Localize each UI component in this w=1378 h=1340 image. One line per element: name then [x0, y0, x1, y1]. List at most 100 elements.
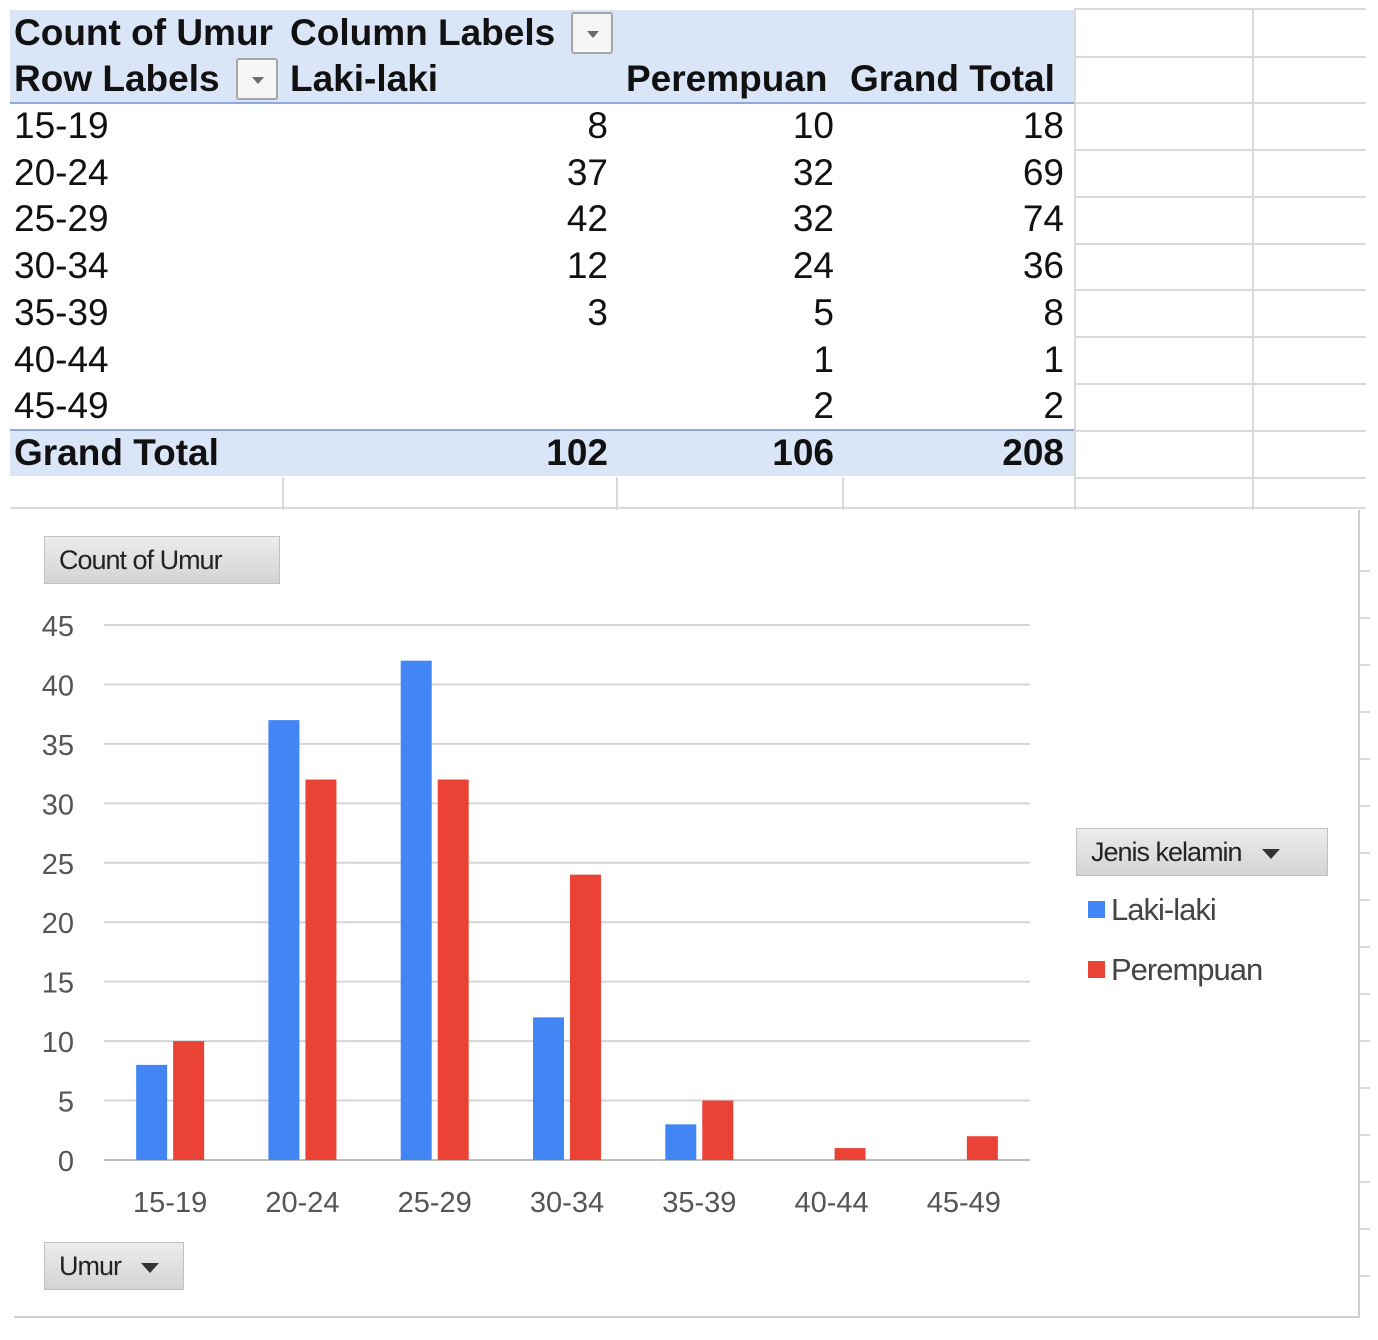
sheet-row-gridline — [1074, 196, 1366, 198]
pivot-row-label: 30-34 — [14, 245, 109, 286]
y-tick-label: 30 — [42, 789, 74, 821]
pivot-cell-laki — [410, 383, 608, 429]
sheet-row-gridline — [1074, 383, 1366, 385]
sheet-column-gridline — [1252, 8, 1254, 510]
pivot-cell-perempuan: 2 — [813, 385, 834, 426]
pivot-column-labels-header: Column Labels — [290, 12, 556, 53]
pivot-cell-perempuan: 32 — [792, 152, 834, 193]
bar-laki — [136, 1064, 168, 1160]
sheet-row-gridline — [1360, 570, 1370, 572]
pivot-cell-perempuan: 32 — [792, 198, 834, 239]
pivot-cell-total: 74 — [1022, 198, 1064, 239]
pivot-grand-total-total: 208 — [1002, 432, 1064, 473]
sheet-row-gridline — [10, 507, 1366, 509]
sheet-column-gridline — [282, 477, 284, 510]
pivot-cell-perempuan: 10 — [792, 105, 834, 146]
sheet-row-gridline — [1360, 1134, 1370, 1136]
sheet-row-gridline — [1360, 1275, 1370, 1277]
pivot-column-header-grand-total: Grand Total — [850, 58, 1055, 99]
pivot-total-separator — [10, 429, 1074, 431]
legend-label-laki: Laki-laki — [1111, 892, 1217, 927]
sheet-row-gridline — [1074, 336, 1366, 338]
pivot-cell-laki: 12 — [566, 245, 608, 286]
axis-field-label: Umur — [59, 1251, 122, 1281]
pivot-cell-laki: 37 — [566, 152, 608, 193]
value-field-button[interactable]: Count of Umur — [44, 536, 280, 584]
pivot-cell-total: 18 — [1022, 105, 1064, 146]
pivot-row-labels-header: Row Labels — [14, 58, 220, 99]
chevron-down-icon — [141, 1262, 159, 1273]
pivot-header-band — [10, 10, 1074, 102]
sheet-row-gridline — [1360, 1040, 1370, 1042]
y-tick-label: 10 — [42, 1027, 74, 1059]
bar-chart-plot: 0 5 10 15 20 25 30 35 40 45 15-19 20-24 25-29 30-34 35… — [42, 611, 1030, 1219]
row-labels-filter-button[interactable] — [236, 58, 278, 100]
column-labels-filter-button[interactable] — [571, 12, 613, 54]
sheet-row-gridline — [1360, 946, 1370, 948]
x-tick-label: 40-44 — [794, 1187, 868, 1219]
legend-swatch-laki — [1088, 901, 1105, 919]
sheet-row-gridline — [1360, 664, 1370, 666]
pivot-cell-total: 69 — [1022, 152, 1064, 193]
pivot-row-label: 45-49 — [14, 385, 109, 426]
sheet-column-gridline — [1074, 8, 1076, 510]
bar-laki — [533, 1017, 564, 1160]
sheet-row-gridline — [1074, 243, 1366, 245]
chevron-down-icon — [1261, 848, 1280, 859]
axis-field-button[interactable]: Umur — [44, 1242, 184, 1290]
pivot-row-label: 25-29 — [14, 198, 109, 239]
bar-perempuan — [834, 1148, 866, 1160]
legend-swatch-perempuan — [1088, 961, 1105, 979]
pivot-chart[interactable]: Count of Umur 0 5 10 15 20 25 30 35 40 45 15-19 20-… — [14, 510, 1360, 1318]
pivot-row-label: 20-24 — [14, 152, 109, 193]
sheet-row-gridline — [1360, 1228, 1370, 1230]
bar-laki — [665, 1124, 697, 1160]
bar-laki — [400, 660, 432, 1160]
pivot-value-field-header: Count of Umur — [14, 12, 273, 53]
sheet-column-gridline — [616, 477, 618, 510]
bar-perempuan — [570, 874, 601, 1160]
bar-perempuan — [702, 1100, 734, 1160]
pivot-column-header-laki: Laki-laki — [290, 58, 439, 99]
sheet-row-gridline — [1360, 711, 1370, 713]
pivot-row-label: 15-19 — [14, 105, 109, 146]
sheet-row-gridline — [1074, 8, 1366, 10]
y-tick-label: 20 — [42, 908, 74, 940]
y-tick-label: 15 — [42, 968, 74, 1000]
bar-laki — [268, 720, 300, 1160]
sheet-row-gridline — [1074, 102, 1366, 104]
y-tick-label: 0 — [58, 1146, 74, 1178]
sheet-row-gridline — [1074, 477, 1366, 479]
bar-perempuan — [437, 779, 469, 1160]
pivot-cell-laki: 42 — [566, 198, 608, 239]
sheet-row-gridline — [1360, 993, 1370, 995]
legend-field-button[interactable]: Jenis kelamin — [1076, 828, 1328, 876]
pivot-cell-laki: 3 — [587, 292, 608, 333]
pivot-cell-laki: 8 — [587, 105, 608, 146]
x-tick-label: 45-49 — [927, 1187, 1001, 1219]
pivot-grand-total-laki: 102 — [546, 432, 608, 473]
legend-item-perempuan: Perempuan — [1088, 950, 1263, 990]
pivot-cell-total: 1 — [1043, 339, 1064, 380]
sheet-row-gridline — [1360, 852, 1370, 854]
y-tick-label: 40 — [42, 670, 74, 702]
sheet-column-gridline — [842, 477, 844, 510]
bar-perempuan — [173, 1041, 205, 1160]
pivot-column-header-perempuan: Perempuan — [626, 58, 828, 99]
x-tick-label: 15-19 — [133, 1187, 207, 1219]
y-tick-label: 45 — [42, 611, 74, 643]
x-tick-label: 35-39 — [662, 1187, 736, 1219]
sheet-row-gridline — [1360, 805, 1370, 807]
legend-item-laki: Laki-laki — [1088, 890, 1217, 930]
bar-perempuan — [305, 779, 337, 1160]
pivot-cell-laki — [410, 337, 608, 383]
sheet-row-gridline — [1074, 430, 1366, 432]
pivot-cell-total: 2 — [1043, 385, 1064, 426]
sheet-row-gridline — [1360, 758, 1370, 760]
sheet-row-gridline — [1360, 1181, 1370, 1183]
pivot-total-band — [10, 430, 1074, 476]
pivot-cell-perempuan: 1 — [813, 339, 834, 380]
sheet-row-gridline — [1074, 56, 1366, 58]
pivot-row-label: 35-39 — [14, 292, 109, 333]
x-tick-label: 25-29 — [398, 1187, 472, 1219]
